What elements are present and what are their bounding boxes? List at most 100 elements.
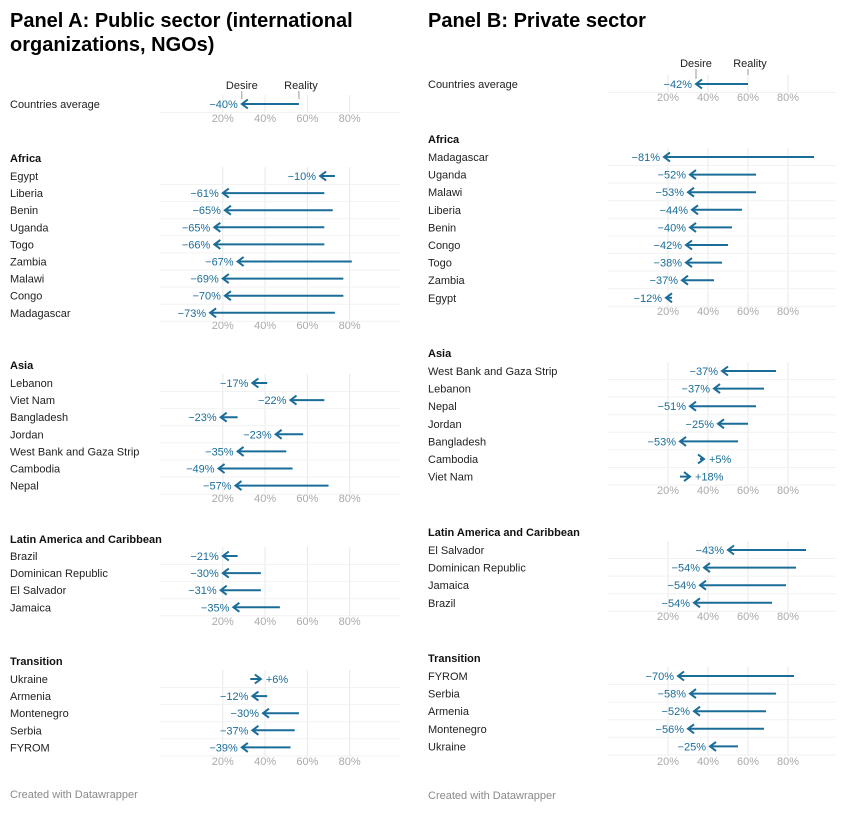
- change-label: −12%: [634, 293, 663, 305]
- country-label: Madagascar: [10, 308, 71, 320]
- x-tick-label: 80%: [339, 320, 361, 332]
- change-label: −38%: [654, 258, 683, 270]
- arrow-head: [676, 670, 685, 682]
- group-title: Latin America and Caribbean: [10, 534, 162, 546]
- x-tick-label: 40%: [697, 92, 719, 104]
- change-label: −52%: [662, 706, 691, 718]
- change-label: −37%: [682, 384, 711, 396]
- x-tick-label: 40%: [254, 756, 276, 768]
- country-label: Armenia: [10, 691, 52, 703]
- country-label: Serbia: [10, 725, 43, 737]
- x-tick-label: 40%: [697, 485, 719, 497]
- arrow-head: [716, 418, 725, 430]
- country-label: Jordan: [428, 419, 462, 431]
- country-label: Dominican Republic: [10, 568, 108, 580]
- arrow-head: [680, 274, 689, 286]
- panel-a-chart: Reality Desire 20% 40% 60% 80% Countries avera…: [10, 80, 400, 768]
- country-label: El Salvador: [10, 585, 67, 597]
- x-tick-label: 80%: [777, 306, 799, 318]
- x-tick-label: 80%: [339, 493, 361, 505]
- arrow-head: [664, 292, 673, 304]
- country-label: Egypt: [428, 293, 456, 305]
- arrow-head: [726, 544, 735, 556]
- country-label: West Bank and Gaza Strip: [428, 366, 557, 378]
- country-label: Cambodia: [10, 464, 61, 476]
- change-label: −10%: [288, 171, 317, 183]
- average-row-label: Countries average: [428, 79, 518, 91]
- arrow-head: [686, 186, 695, 198]
- change-label: −81%: [632, 152, 661, 164]
- change-label: −49%: [186, 464, 215, 476]
- arrow-head: [697, 453, 706, 465]
- x-tick-label: 60%: [296, 493, 318, 505]
- arrow-head: [240, 742, 249, 753]
- x-tick-label: 80%: [777, 92, 799, 104]
- x-tick-label: 20%: [212, 320, 234, 332]
- country-label: Nepal: [428, 401, 457, 413]
- x-tick-label: 60%: [737, 306, 759, 318]
- change-label: −52%: [658, 170, 687, 182]
- change-label: −53%: [648, 436, 677, 448]
- x-tick-label: 40%: [254, 320, 276, 332]
- country-label: Malawi: [10, 274, 44, 286]
- x-tick-label: 40%: [697, 611, 719, 623]
- country-label: Ukraine: [10, 674, 48, 686]
- arrow-head: [250, 724, 260, 736]
- country-label: Benin: [428, 222, 456, 234]
- country-label: Bangladesh: [10, 412, 68, 424]
- country-label: Lebanon: [428, 384, 471, 396]
- arrow-head: [688, 169, 697, 180]
- arrow-head: [708, 741, 717, 752]
- country-label: Zambia: [10, 257, 48, 269]
- arrow-head: [254, 673, 263, 685]
- change-label: −51%: [658, 401, 687, 413]
- arrow-head: [688, 400, 697, 412]
- change-label: −43%: [696, 545, 725, 557]
- country-label: Nepal: [10, 481, 39, 493]
- x-tick-label: 20%: [212, 113, 234, 125]
- arrow-head: [235, 256, 245, 267]
- country-label: Viet Nam: [428, 472, 473, 484]
- country-label: Jordan: [10, 429, 44, 441]
- arrow-head: [684, 239, 693, 251]
- country-label: Liberia: [428, 205, 462, 217]
- panel-b-chart: Reality Desire 20% 40% 60% 80% Countries avera…: [428, 58, 836, 768]
- panel-a: Panel A: Public sector (international or…: [0, 0, 415, 815]
- arrow-head: [690, 204, 699, 216]
- country-label: El Salvador: [428, 545, 485, 557]
- x-tick-label: 60%: [296, 320, 318, 332]
- arrow-head: [219, 411, 228, 423]
- arrow-head: [683, 471, 692, 482]
- country-label: FYROM: [428, 671, 468, 683]
- legend-reality-label: Reality: [284, 80, 318, 92]
- change-label: −37%: [650, 275, 679, 287]
- group-title: Asia: [10, 360, 34, 372]
- x-tick-label: 40%: [254, 493, 276, 505]
- country-label: Armenia: [428, 706, 470, 718]
- arrow-head: [662, 151, 671, 163]
- x-tick-label: 60%: [737, 485, 759, 497]
- change-label: −56%: [656, 724, 685, 736]
- panel-b: Panel B: Private sector Reality Desire 20%…: [418, 0, 850, 815]
- country-label: Congo: [428, 240, 460, 252]
- group-title: Transition: [10, 656, 63, 668]
- country-label: Cambodia: [428, 454, 479, 466]
- group-title: Africa: [428, 134, 460, 146]
- change-label: −66%: [182, 239, 211, 251]
- arrow-head: [274, 428, 283, 440]
- change-label: −39%: [209, 742, 238, 754]
- x-tick-label: 60%: [296, 756, 318, 768]
- country-label: Liberia: [10, 188, 44, 200]
- country-label: Montenegro: [428, 724, 487, 736]
- change-label: −37%: [220, 725, 249, 737]
- change-label: −40%: [209, 99, 238, 111]
- change-label: +5%: [709, 454, 732, 466]
- change-label: −25%: [686, 419, 715, 431]
- x-tick-label: 20%: [657, 756, 679, 768]
- arrow-head: [694, 78, 703, 90]
- change-label: −21%: [190, 551, 219, 563]
- x-tick-label: 80%: [777, 485, 799, 497]
- x-tick-label: 80%: [777, 756, 799, 768]
- arrow-head: [678, 436, 687, 447]
- arrow-head: [686, 723, 695, 735]
